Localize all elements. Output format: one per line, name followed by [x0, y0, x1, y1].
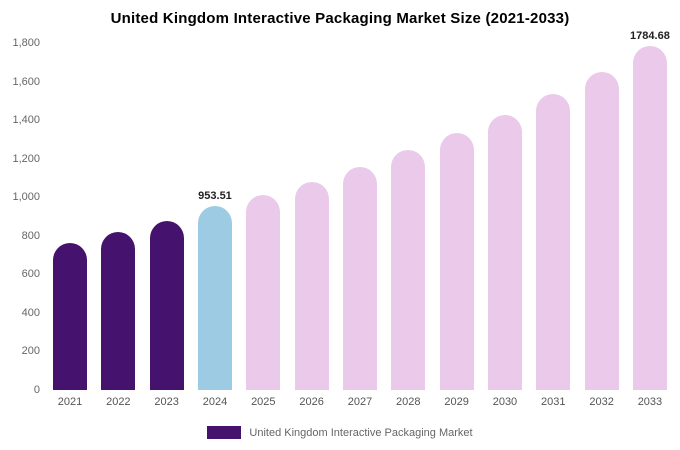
- bar-column: [94, 232, 142, 390]
- x-axis-label: 2023: [154, 396, 179, 408]
- bar-column: 953.51: [191, 190, 239, 390]
- bar-2026: [294, 182, 329, 390]
- x-axis-label: 2029: [444, 396, 469, 408]
- x-axis-label: 2026: [299, 396, 324, 408]
- bar-value-label: 953.51: [198, 190, 232, 202]
- bar-column: [384, 150, 432, 390]
- y-axis: 0 200 400 600 800 1,000 1,200 1,400 1,600 1,800: [0, 37, 40, 396]
- bar-2029: [439, 133, 474, 390]
- y-axis-tick-label: 1,400: [12, 114, 40, 127]
- y-axis-tick-label: 400: [21, 306, 40, 319]
- x-axis-label: 2024: [202, 396, 228, 408]
- bar-2022: [101, 232, 136, 390]
- bar-column: [336, 167, 384, 390]
- y-axis-tick-label: 1,800: [12, 37, 40, 49]
- x-axis-label: 2033: [637, 396, 663, 408]
- x-axis: 2021 2022 2023 2024 2025 2026 2027 2028 2029 2030…: [46, 396, 674, 408]
- bar-2025: [246, 195, 281, 390]
- x-axis-label: 2032: [589, 396, 614, 408]
- bar-2027: [342, 167, 377, 390]
- y-axis-tick-label: 0: [33, 384, 40, 396]
- y-axis-tick-label: 200: [21, 345, 40, 358]
- bar-value-label: 1784.68: [630, 30, 670, 42]
- y-axis-tick-label: 600: [21, 268, 40, 281]
- bar-2030: [487, 115, 522, 390]
- legend: United Kingdom Interactive Packaging Mar…: [0, 426, 680, 439]
- bar-column: [288, 182, 336, 390]
- bar-2021: [53, 243, 87, 390]
- x-axis-label: 2022: [106, 396, 131, 408]
- bar-2023: [149, 221, 184, 390]
- plot-area: 953.51 1784.68: [46, 30, 674, 390]
- bar-column: [143, 221, 191, 390]
- x-axis-label: 2028: [396, 396, 421, 408]
- y-axis-tick-label: 1,600: [12, 75, 40, 88]
- bar-2032: [584, 72, 619, 390]
- bar-2028: [391, 150, 426, 390]
- chart-title: United Kingdom Interactive Packaging Mar…: [110, 10, 570, 27]
- y-axis-tick-label: 1,000: [12, 191, 40, 204]
- legend-swatch: [207, 426, 242, 439]
- x-axis-label: 2027: [347, 396, 373, 408]
- bar-2033: [632, 46, 667, 390]
- bar-column: [578, 72, 626, 390]
- bar-chart: 0 200 400 600 800 1,000 1,200 1,400 1,600 1,800 9…: [0, 30, 680, 396]
- x-axis-label: 2031: [541, 396, 566, 408]
- bar-column: [481, 115, 529, 390]
- bar-column: [529, 94, 577, 390]
- x-axis-label: 2030: [492, 396, 518, 408]
- x-axis-label: 2021: [57, 396, 83, 408]
- bar-2024: [197, 206, 232, 390]
- bar-column: [239, 195, 287, 390]
- x-axis-label: 2025: [251, 396, 276, 408]
- bar-2031: [536, 94, 571, 390]
- bar-column: [433, 133, 481, 390]
- legend-label: United Kingdom Interactive Packaging Mar…: [249, 426, 473, 439]
- y-axis-tick-label: 800: [21, 229, 40, 242]
- bar-column: 1784.68: [626, 30, 674, 390]
- bar-column: [46, 243, 94, 390]
- y-axis-tick-label: 1,200: [12, 152, 40, 165]
